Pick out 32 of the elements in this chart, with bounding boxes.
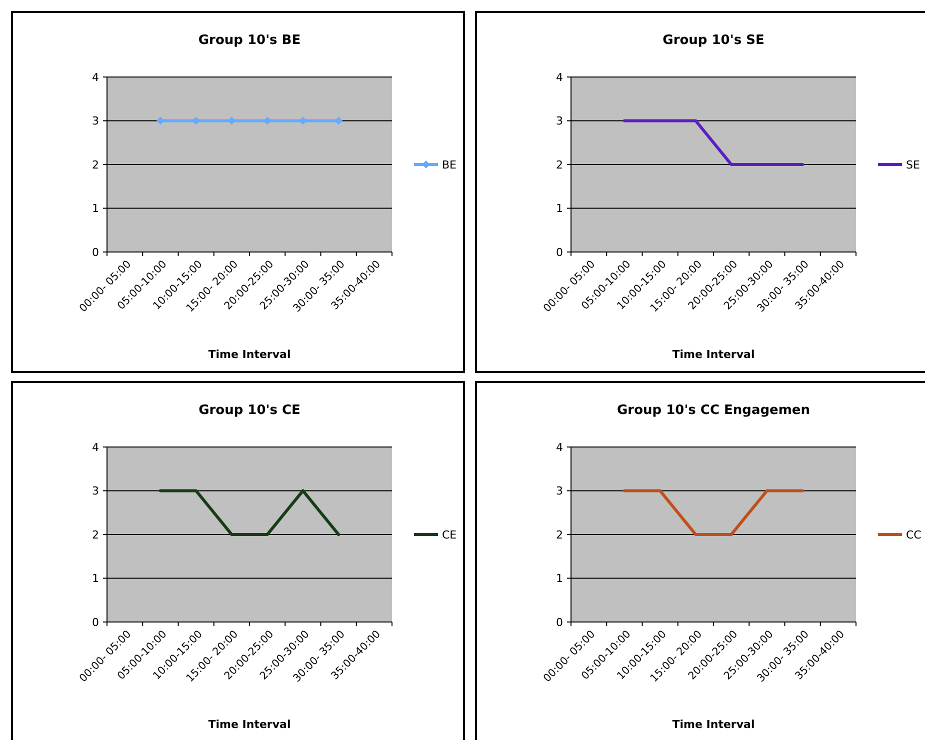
y-tick-label: 1 <box>92 572 99 586</box>
y-tick-label: 0 <box>92 246 99 259</box>
chart-title: Group 10's CC Engagemen <box>617 403 810 418</box>
y-tick-label: 2 <box>92 158 99 172</box>
y-tick-label: 3 <box>92 484 99 498</box>
legend-label: CC <box>906 528 922 542</box>
y-tick-label: 1 <box>556 202 563 216</box>
x-axis-title: Time Interval <box>208 718 291 731</box>
chart-title: Group 10's CE <box>198 403 300 418</box>
y-tick-label: 0 <box>556 246 563 259</box>
chart-title: Group 10's BE <box>198 33 301 48</box>
y-tick-label: 3 <box>92 114 99 128</box>
x-axis-title: Time Interval <box>672 348 755 361</box>
legend-label: BE <box>442 158 457 172</box>
y-tick-label: 2 <box>556 528 563 542</box>
y-tick-label: 0 <box>556 616 563 629</box>
legend-label: CE <box>442 528 457 542</box>
y-tick-label: 1 <box>556 572 563 586</box>
y-tick-label: 4 <box>556 440 563 454</box>
x-axis-title: Time Interval <box>208 348 291 361</box>
y-tick-label: 4 <box>92 440 99 454</box>
y-tick-label: 4 <box>556 70 563 84</box>
y-tick-label: 2 <box>556 158 563 172</box>
chart-title: Group 10's SE <box>662 33 764 48</box>
y-tick-label: 3 <box>556 484 563 498</box>
y-tick-label: 4 <box>92 70 99 84</box>
x-axis-title: Time Interval <box>672 718 755 731</box>
y-tick-label: 1 <box>92 202 99 216</box>
y-tick-label: 3 <box>556 114 563 128</box>
legend-label: SE <box>906 158 920 172</box>
y-tick-label: 0 <box>92 616 99 629</box>
y-tick-label: 2 <box>92 528 99 542</box>
